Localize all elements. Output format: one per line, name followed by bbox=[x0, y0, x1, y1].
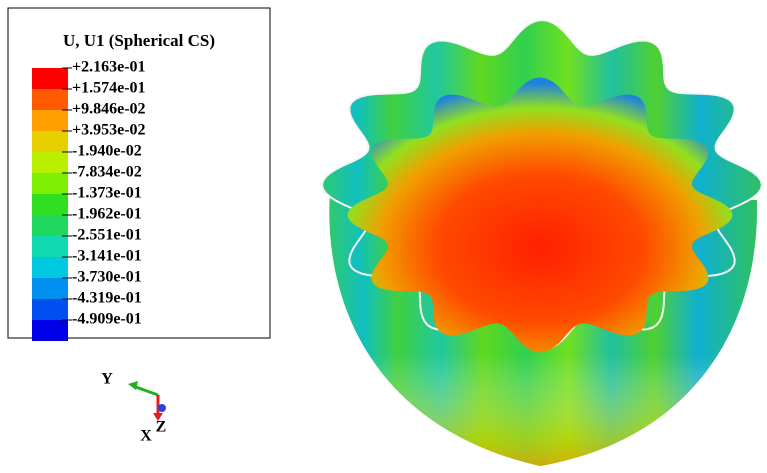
legend-color-band bbox=[32, 152, 68, 173]
triad-y-label: Y bbox=[101, 371, 113, 388]
legend: +2.163e-01 +1.574e-01 +9.846e-02 +3.953e-02… bbox=[32, 59, 146, 341]
legend-color-band bbox=[32, 110, 68, 131]
legend-title: U, U1 (Spherical CS) bbox=[63, 31, 215, 50]
legend-color-band bbox=[32, 89, 68, 110]
legend-color-band bbox=[32, 194, 68, 215]
viewport: U, U1 (Spherical CS) +2.163e-01 +1.574e-0… bbox=[0, 0, 767, 473]
legend-label: -4.319e-01 bbox=[72, 290, 142, 307]
legend-label: +1.574e-01 bbox=[72, 80, 146, 97]
legend-color-band bbox=[32, 131, 68, 152]
triad-x-label: X bbox=[140, 428, 152, 445]
legend-label: -1.373e-01 bbox=[72, 185, 142, 202]
legend-color-band bbox=[32, 278, 68, 299]
legend-label: +3.953e-02 bbox=[72, 122, 146, 139]
triad-z-label: Z bbox=[156, 419, 167, 436]
legend-color-band bbox=[32, 257, 68, 278]
legend-color-band bbox=[32, 68, 68, 89]
legend-label: -3.141e-01 bbox=[72, 248, 142, 265]
legend-label: -2.551e-01 bbox=[72, 227, 142, 244]
legend-color-band bbox=[32, 320, 68, 341]
legend-color-band bbox=[32, 215, 68, 236]
triad: Y X Z bbox=[101, 371, 166, 445]
legend-label: -4.909e-01 bbox=[72, 311, 142, 328]
scene: U, U1 (Spherical CS) +2.163e-01 +1.574e-0… bbox=[0, 0, 767, 473]
legend-label: -7.834e-02 bbox=[72, 164, 142, 181]
legend-color-band bbox=[32, 236, 68, 257]
legend-label: -1.962e-01 bbox=[72, 206, 142, 223]
legend-label: -1.940e-02 bbox=[72, 143, 142, 160]
legend-color-band bbox=[32, 173, 68, 194]
legend-label: -3.730e-01 bbox=[72, 269, 142, 286]
legend-color-band bbox=[32, 299, 68, 320]
legend-label: +9.846e-02 bbox=[72, 101, 146, 118]
legend-label: +2.163e-01 bbox=[72, 59, 146, 76]
